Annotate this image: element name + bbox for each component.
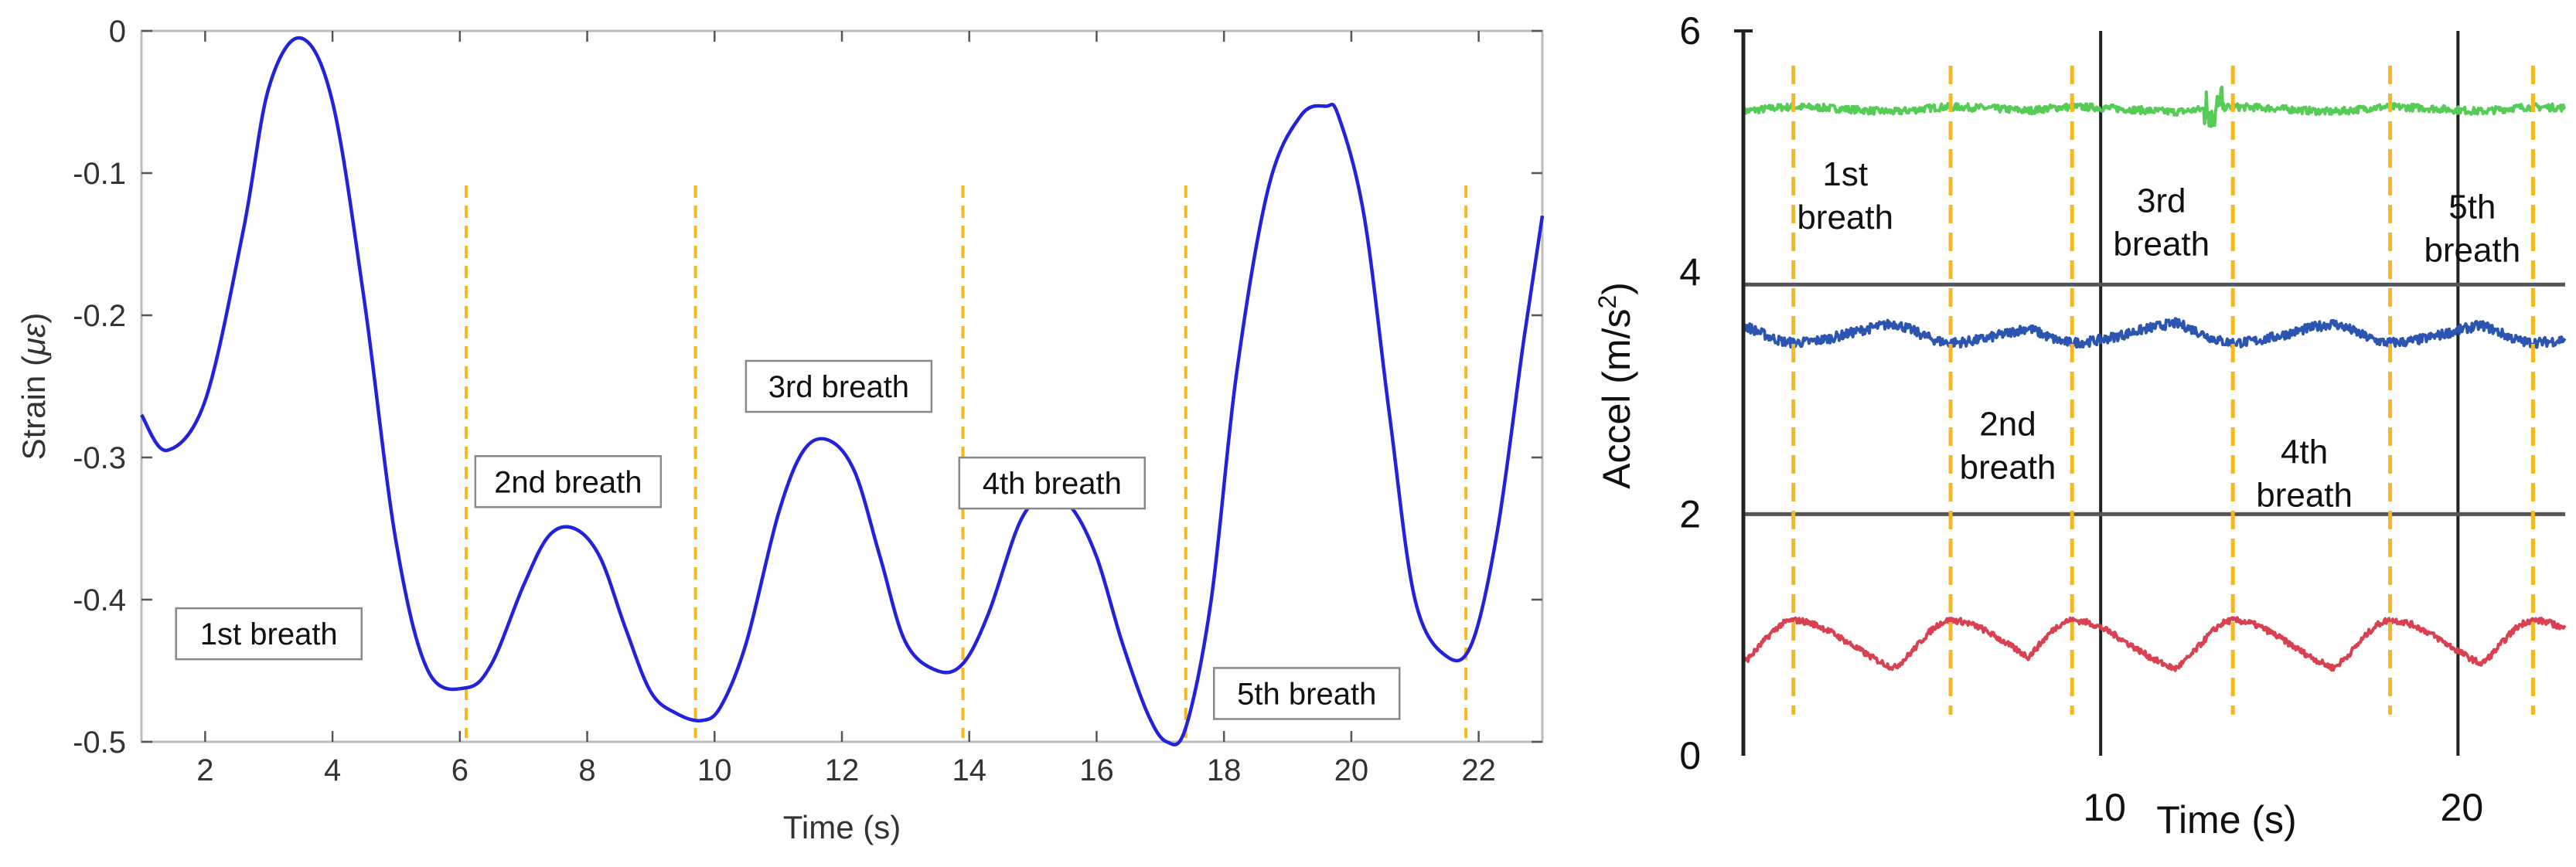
strain-x-tick-label: 20 [1334, 753, 1369, 787]
strain-x-tick-label: 12 [825, 753, 860, 787]
strain-x-tick-label: 16 [1079, 753, 1114, 787]
accel-axes [1734, 29, 1753, 756]
strain-x-tick-label: 8 [578, 753, 595, 787]
strain-y-tick-label: 0 [109, 15, 126, 49]
accel-series-line [1742, 317, 2567, 349]
strain-annotations: 1st breath 2nd breath 3rd breath 4th breath… [175, 359, 1401, 720]
accel-y-tick-label: 2 [1679, 492, 1701, 536]
strain-y-tick-label: -0.4 [73, 583, 126, 617]
strain-annotation-label: 5th breath [1237, 677, 1376, 711]
strain-x-tick-label: 14 [952, 753, 986, 787]
accel-annotation-label: breath [2113, 226, 2210, 264]
accel-annotation-label: breath [2256, 477, 2353, 515]
strain-x-tick-label: 18 [1207, 753, 1242, 787]
accel-series-line [1742, 616, 2567, 672]
strain-annotation-label: 2nd breath [494, 465, 642, 499]
accel-annotations: 1st breath 3rd breath 5th breath 2nd breath 4th b… [1797, 155, 2520, 515]
strain-x-tick-label: 10 [697, 753, 732, 787]
strain-y-axis-label: Strain (με) [15, 313, 52, 461]
accel-annotation-label: 5th [2448, 188, 2496, 226]
accel-x-tick-label: 20 [2441, 786, 2484, 829]
strain-annotation-box [1213, 667, 1401, 720]
accel-x-ticks: 10 20 [2083, 786, 2483, 829]
strain-x-tick-label: 4 [324, 753, 341, 787]
strain-annotation-label: 3rd breath [768, 370, 909, 404]
strain-x-ticks: 2 4 6 8 10 12 14 16 18 20 22 [196, 31, 1496, 787]
accel-y-axis-label-text: Accel (m/s [1595, 309, 1638, 489]
strain-chart: 1st breath 2nd breath 3rd breath 4th breath… [15, 15, 1545, 845]
strain-y-ticks: 0 -0.1 -0.2 -0.3 -0.4 -0.5 [73, 15, 1542, 760]
strain-y-tick-label: -0.1 [73, 157, 126, 191]
strain-annotation-box [745, 359, 933, 413]
accel-annotation-label: 2nd [1979, 406, 2036, 444]
strain-y-tick-label: -0.5 [73, 726, 126, 760]
accel-series-lines [1742, 85, 2567, 672]
accel-gridlines [1743, 31, 2565, 756]
strain-x-tick-label: 22 [1461, 753, 1496, 787]
accel-y-ticks: 0 2 4 6 [1679, 9, 1701, 777]
strain-breath-markers [465, 185, 1468, 738]
accel-annotation-label: 3rd [2137, 182, 2186, 220]
accel-annotation-label: 4th [2281, 434, 2328, 471]
strain-annotation-box [474, 455, 663, 508]
strain-y-axis-label-text: Strain ( [15, 355, 52, 460]
accel-x-tick-label: 10 [2083, 786, 2126, 829]
accel-y-tick-label: 6 [1679, 9, 1701, 53]
strain-x-tick-label: 2 [196, 753, 213, 787]
accel-chart: 1st breath 3rd breath 5th breath 2nd breath 4th b… [1593, 9, 2567, 842]
strain-y-axis-label-unit: με [15, 323, 52, 356]
accel-annotation-label: 1st [1822, 155, 1868, 193]
accel-series-line [1742, 85, 2567, 128]
strain-annotation-box [175, 607, 363, 661]
strain-annotation-label: 4th breath [983, 467, 1122, 501]
strain-y-tick-label: -0.2 [73, 299, 126, 333]
strain-annotation-box [958, 456, 1147, 510]
accel-y-axis-label: Accel (m/s2) [1593, 282, 1638, 489]
strain-annotation-label: 1st breath [200, 617, 338, 651]
accel-y-tick-label: 4 [1679, 251, 1701, 294]
strain-y-tick-label: -0.3 [73, 441, 126, 475]
accel-breath-markers [1791, 66, 2535, 715]
accel-annotation-label: breath [1960, 449, 2056, 487]
strain-x-tick-label: 6 [451, 753, 469, 787]
accel-y-tick-label: 0 [1679, 734, 1701, 777]
strain-y-axis-label-close: ) [15, 313, 52, 324]
accel-y-axis-label-close: ) [1595, 282, 1638, 295]
strain-x-axis-label: Time (s) [783, 809, 901, 845]
accel-annotation-label: breath [1797, 199, 1893, 236]
strain-series-line [140, 36, 1545, 746]
accel-y-axis-label-sup: 2 [1593, 295, 1621, 309]
accel-annotation-label: breath [2424, 231, 2520, 269]
accel-x-axis-label: Time (s) [2156, 798, 2296, 842]
